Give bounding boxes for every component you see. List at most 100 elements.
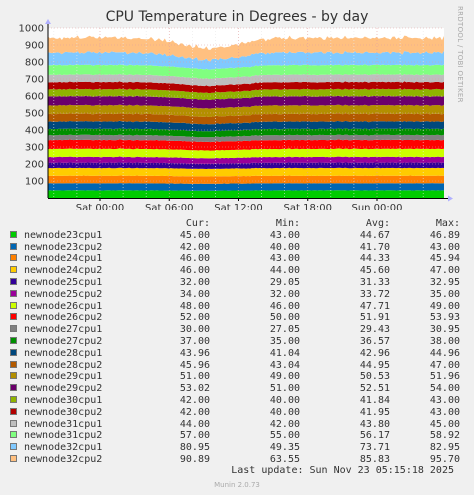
legend-max-value: 51.96 bbox=[429, 371, 460, 383]
column-header-cur: Cur: bbox=[185, 218, 210, 229]
series-area-newnode23cpu1 bbox=[48, 190, 444, 198]
legend-series-name: newnode23cpu2 bbox=[24, 241, 103, 253]
legend-row: newnode30cpu1 42.00 40.00 41.84 43.00 bbox=[10, 395, 460, 407]
legend-row: newnode24cpu1 46.00 43.00 44.33 45.94 bbox=[10, 253, 460, 265]
x-tick-label: Sat 12:00 bbox=[214, 203, 262, 210]
legend-max-value: 43.00 bbox=[429, 394, 460, 406]
legend-cur-value: 30.00 bbox=[179, 324, 210, 336]
legend-avg-value: 44.95 bbox=[359, 359, 390, 371]
legend-avg-value: 41.84 bbox=[359, 394, 390, 406]
legend-row: newnode25cpu1 32.00 29.05 31.33 32.95 bbox=[10, 277, 460, 289]
legend-table: Cur: Min: Avg: Max: newnode23cpu1 45.00 43… bbox=[10, 218, 460, 466]
legend-series-name: newnode25cpu1 bbox=[24, 276, 103, 288]
legend-max-value: 49.00 bbox=[429, 300, 460, 312]
legend-avg-value: 85.83 bbox=[359, 453, 390, 465]
legend-series-name: newnode27cpu2 bbox=[24, 335, 103, 347]
legend-cur-value: 37.00 bbox=[179, 335, 210, 347]
series-area-newnode27cpu2 bbox=[48, 128, 444, 138]
legend-min-value: 35.00 bbox=[269, 335, 300, 347]
legend-min-value: 43.00 bbox=[269, 253, 300, 265]
legend-series-name: newnode29cpu1 bbox=[24, 371, 103, 383]
series-area-newnode29cpu1 bbox=[48, 104, 444, 117]
legend-swatch bbox=[10, 230, 17, 238]
legend-max-value: 45.94 bbox=[429, 253, 460, 265]
legend-series-name: newnode31cpu1 bbox=[24, 418, 103, 430]
y-tick-label: 600 bbox=[25, 92, 44, 103]
legend-swatch bbox=[10, 419, 17, 427]
legend-row: newnode32cpu2 90.89 63.55 85.83 95.70 bbox=[10, 454, 460, 466]
legend-avg-value: 50.53 bbox=[359, 371, 390, 383]
legend-min-value: 43.04 bbox=[269, 359, 300, 371]
legend-series-name: newnode31cpu2 bbox=[24, 430, 103, 442]
legend-max-value: 54.00 bbox=[429, 383, 460, 395]
legend-cur-value: 45.96 bbox=[179, 359, 210, 371]
legend-swatch bbox=[10, 254, 17, 262]
series-area-newnode32cpu2 bbox=[48, 35, 444, 62]
legend-avg-value: 33.72 bbox=[359, 288, 390, 300]
series-area-newnode26cpu1 bbox=[48, 148, 444, 159]
legend-series-name: newnode32cpu2 bbox=[24, 453, 103, 465]
legend-row: newnode26cpu2 52.00 50.00 51.91 53.93 bbox=[10, 312, 460, 324]
y-tick-label: 500 bbox=[25, 109, 44, 120]
legend-min-value: 40.00 bbox=[269, 406, 300, 418]
legend-avg-value: 51.91 bbox=[359, 312, 390, 324]
legend-row: newnode28cpu2 45.96 43.04 44.95 47.00 bbox=[10, 360, 460, 372]
legend-series-name: newnode25cpu2 bbox=[24, 288, 103, 300]
y-tick-label: 400 bbox=[25, 126, 44, 137]
legend-min-value: 41.04 bbox=[269, 347, 300, 359]
column-header-max: Max: bbox=[435, 218, 460, 229]
legend-swatch bbox=[10, 443, 17, 451]
legend-swatch bbox=[10, 289, 17, 297]
legend-row: newnode25cpu2 34.00 32.00 33.72 35.00 bbox=[10, 289, 460, 301]
legend-min-value: 55.00 bbox=[269, 430, 300, 442]
series-area-newnode25cpu2 bbox=[48, 156, 444, 164]
legend-avg-value: 41.95 bbox=[359, 406, 390, 418]
legend-series-name: newnode26cpu1 bbox=[24, 300, 103, 312]
legend-row: newnode30cpu2 42.00 40.00 41.95 43.00 bbox=[10, 407, 460, 419]
legend-min-value: 27.05 bbox=[269, 324, 300, 336]
legend-swatch bbox=[10, 242, 17, 250]
legend-max-value: 30.95 bbox=[429, 324, 460, 336]
legend-row: newnode29cpu2 53.02 51.00 52.51 54.00 bbox=[10, 383, 460, 395]
legend-min-value: 40.00 bbox=[269, 241, 300, 253]
legend-cur-value: 90.89 bbox=[179, 453, 210, 465]
legend-swatch bbox=[10, 395, 17, 403]
legend-max-value: 82.95 bbox=[429, 442, 460, 454]
legend-min-value: 29.05 bbox=[269, 276, 300, 288]
legend-series-name: newnode29cpu2 bbox=[24, 383, 103, 395]
legend-swatch bbox=[10, 372, 17, 380]
legend-max-value: 38.00 bbox=[429, 335, 460, 347]
legend-avg-value: 52.51 bbox=[359, 383, 390, 395]
legend-cur-value: 34.00 bbox=[179, 288, 210, 300]
legend-series-name: newnode28cpu2 bbox=[24, 359, 103, 371]
legend-swatch bbox=[10, 313, 17, 321]
legend-avg-value: 56.17 bbox=[359, 430, 390, 442]
plot-area: 100 200 300 400 500 600 700 800 900 1000 Sat 00:00… bbox=[19, 19, 453, 210]
legend-row: newnode23cpu1 45.00 43.00 44.67 46.89 bbox=[10, 230, 460, 242]
legend-avg-value: 29.43 bbox=[359, 324, 390, 336]
legend-swatch bbox=[10, 431, 17, 439]
y-tick-label: 300 bbox=[25, 143, 44, 154]
legend-row: newnode31cpu2 57.00 55.00 56.17 58.92 bbox=[10, 430, 460, 442]
series-area-newnode27cpu1 bbox=[48, 134, 444, 143]
series-area-newnode31cpu2 bbox=[48, 64, 444, 79]
legend-min-value: 46.00 bbox=[269, 300, 300, 312]
y-tick-label: 700 bbox=[25, 75, 44, 86]
series-area-newnode23cpu2 bbox=[48, 183, 444, 191]
x-tick-label: Sat 18:00 bbox=[284, 203, 332, 210]
legend-avg-value: 31.33 bbox=[359, 276, 390, 288]
legend-min-value: 50.00 bbox=[269, 312, 300, 324]
legend-min-value: 51.00 bbox=[269, 383, 300, 395]
series-area-newnode32cpu1 bbox=[48, 50, 444, 70]
legend-avg-value: 42.96 bbox=[359, 347, 390, 359]
munin-version: Munin 2.0.73 bbox=[214, 481, 260, 489]
x-axis-arrow bbox=[448, 195, 453, 202]
legend-swatch bbox=[10, 407, 17, 415]
series-area-newnode31cpu1 bbox=[48, 73, 444, 87]
legend-cur-value: 46.00 bbox=[179, 265, 210, 277]
y-axis-arrow bbox=[45, 19, 51, 24]
legend-avg-value: 45.60 bbox=[359, 265, 390, 277]
legend-series-name: newnode27cpu1 bbox=[24, 324, 103, 336]
chart-title: CPU Temperature in Degrees - by day bbox=[105, 9, 369, 25]
legend-cur-value: 51.00 bbox=[179, 371, 210, 383]
